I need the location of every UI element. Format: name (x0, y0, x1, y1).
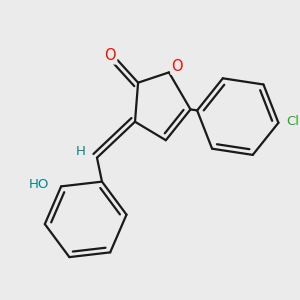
Text: O: O (171, 59, 183, 74)
Text: Cl: Cl (286, 115, 299, 128)
Text: HO: HO (28, 178, 49, 191)
Text: O: O (104, 49, 116, 64)
Text: H: H (76, 145, 85, 158)
